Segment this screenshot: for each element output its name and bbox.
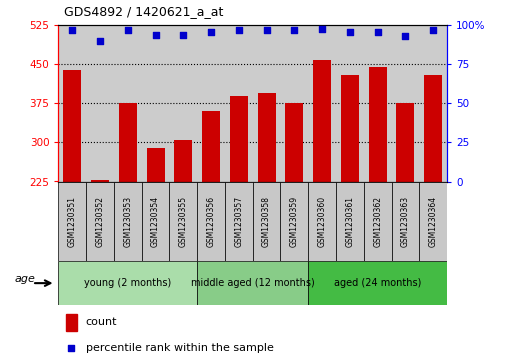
Bar	[58, 182, 86, 261]
Text: GSM1230360: GSM1230360	[318, 196, 327, 247]
Bar	[280, 182, 308, 261]
Text: GDS4892 / 1420621_a_at: GDS4892 / 1420621_a_at	[64, 5, 223, 18]
Bar	[119, 103, 137, 298]
Bar	[419, 182, 447, 261]
Point	[290, 27, 298, 33]
Bar	[86, 182, 114, 261]
Bar	[202, 111, 220, 298]
Bar	[285, 103, 303, 298]
Bar	[424, 75, 442, 298]
Point	[124, 27, 132, 33]
Bar	[308, 261, 447, 305]
Point	[67, 346, 75, 351]
Point	[235, 27, 243, 33]
Bar	[336, 182, 364, 261]
Text: GSM1230351: GSM1230351	[68, 196, 77, 247]
Text: young (2 months): young (2 months)	[84, 278, 171, 288]
Text: percentile rank within the sample: percentile rank within the sample	[86, 343, 273, 354]
Point	[151, 32, 160, 38]
Bar	[170, 182, 197, 261]
Text: GSM1230363: GSM1230363	[401, 196, 410, 247]
Bar	[392, 182, 419, 261]
Point	[96, 38, 104, 44]
Point	[179, 32, 187, 38]
Text: GSM1230357: GSM1230357	[234, 196, 243, 247]
Text: GSM1230354: GSM1230354	[151, 196, 160, 247]
Point	[263, 27, 271, 33]
Point	[68, 27, 76, 33]
Bar	[396, 103, 415, 298]
Bar	[114, 182, 142, 261]
Point	[318, 26, 326, 32]
Bar	[230, 95, 248, 298]
Bar	[313, 60, 331, 298]
Text: GSM1230352: GSM1230352	[96, 196, 105, 247]
Point	[346, 29, 354, 34]
Bar	[146, 148, 165, 298]
Bar	[197, 182, 225, 261]
Bar	[66, 314, 77, 331]
Text: GSM1230362: GSM1230362	[373, 196, 382, 247]
Point	[207, 29, 215, 34]
Bar	[308, 182, 336, 261]
Bar	[174, 140, 193, 298]
Bar	[369, 67, 387, 298]
Bar	[142, 182, 170, 261]
Text: GSM1230356: GSM1230356	[207, 196, 215, 247]
Text: GSM1230364: GSM1230364	[429, 196, 438, 247]
Text: aged (24 months): aged (24 months)	[334, 278, 421, 288]
Text: GSM1230358: GSM1230358	[262, 196, 271, 247]
Text: GSM1230355: GSM1230355	[179, 196, 188, 247]
Point	[429, 27, 437, 33]
Bar	[225, 182, 253, 261]
Text: age: age	[15, 274, 36, 284]
Bar	[364, 182, 392, 261]
Text: GSM1230361: GSM1230361	[345, 196, 355, 247]
Point	[401, 33, 409, 39]
Bar	[258, 93, 276, 298]
Bar	[58, 261, 197, 305]
Bar	[197, 261, 308, 305]
Bar	[341, 75, 359, 298]
Bar	[253, 182, 280, 261]
Bar	[64, 70, 81, 298]
Text: middle aged (12 months): middle aged (12 months)	[191, 278, 314, 288]
Bar	[91, 180, 109, 298]
Text: GSM1230359: GSM1230359	[290, 196, 299, 247]
Text: count: count	[86, 317, 117, 327]
Text: GSM1230353: GSM1230353	[123, 196, 132, 247]
Point	[373, 29, 382, 34]
